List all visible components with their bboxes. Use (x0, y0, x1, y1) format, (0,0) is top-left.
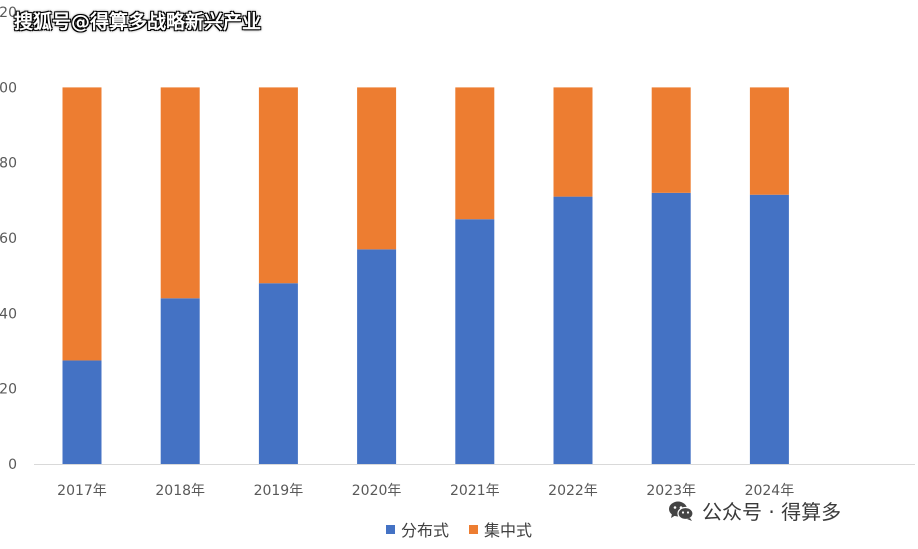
watermark: 搜狐号@得算多战略新兴产业 (14, 11, 262, 33)
bar-distributed (357, 249, 397, 464)
bar-centralized (455, 87, 495, 220)
bar-centralized (553, 87, 593, 197)
brand-badge: 公众号 · 得算多 (668, 496, 841, 525)
bar-centralized (160, 87, 200, 299)
x-tick-label: 2017年 (57, 483, 107, 499)
bar-distributed (651, 192, 691, 464)
y-tick-label: 100 (0, 80, 17, 96)
brand-text: 公众号 · 得算多 (702, 500, 842, 524)
bar-distributed (258, 283, 298, 464)
bar-distributed (455, 219, 495, 464)
legend-swatch-centralized (469, 524, 478, 534)
y-tick-label: 120 (0, 5, 17, 21)
y-tick-label: 20 (0, 382, 17, 398)
x-tick-label: 2020年 (352, 483, 402, 499)
legend-label-centralized: 集中式 (484, 521, 533, 540)
legend-item-distributed: 分布式 (385, 517, 449, 541)
x-tick-label: 2022年 (548, 483, 598, 499)
legend-item-centralized: 集中式 (469, 517, 532, 541)
y-tick-label: 0 (8, 457, 17, 473)
bar-centralized (62, 87, 102, 361)
x-tick-label: 2018年 (155, 483, 205, 499)
y-tick-label: 60 (0, 231, 17, 247)
legend-label-distributed: 分布式 (400, 521, 449, 540)
bar-distributed (749, 194, 789, 464)
x-tick-label: 2019年 (254, 483, 304, 499)
x-tick-label: 2023年 (646, 483, 696, 499)
bar-centralized (357, 87, 397, 250)
x-tick-label: 2024年 (745, 483, 795, 499)
legend: 分布式 集中式 (0, 517, 918, 541)
bar-centralized (258, 87, 298, 284)
bar-distributed (62, 360, 102, 464)
bar-centralized (749, 87, 789, 195)
y-tick-label: 40 (0, 306, 17, 322)
legend-swatch-distributed (385, 524, 395, 534)
bar-centralized (651, 87, 691, 193)
bar-distributed (553, 196, 593, 464)
wechat-icon (669, 501, 694, 521)
y-tick-label: 80 (0, 156, 17, 172)
x-tick-label: 2021年 (450, 483, 500, 499)
bar-distributed (160, 298, 200, 464)
